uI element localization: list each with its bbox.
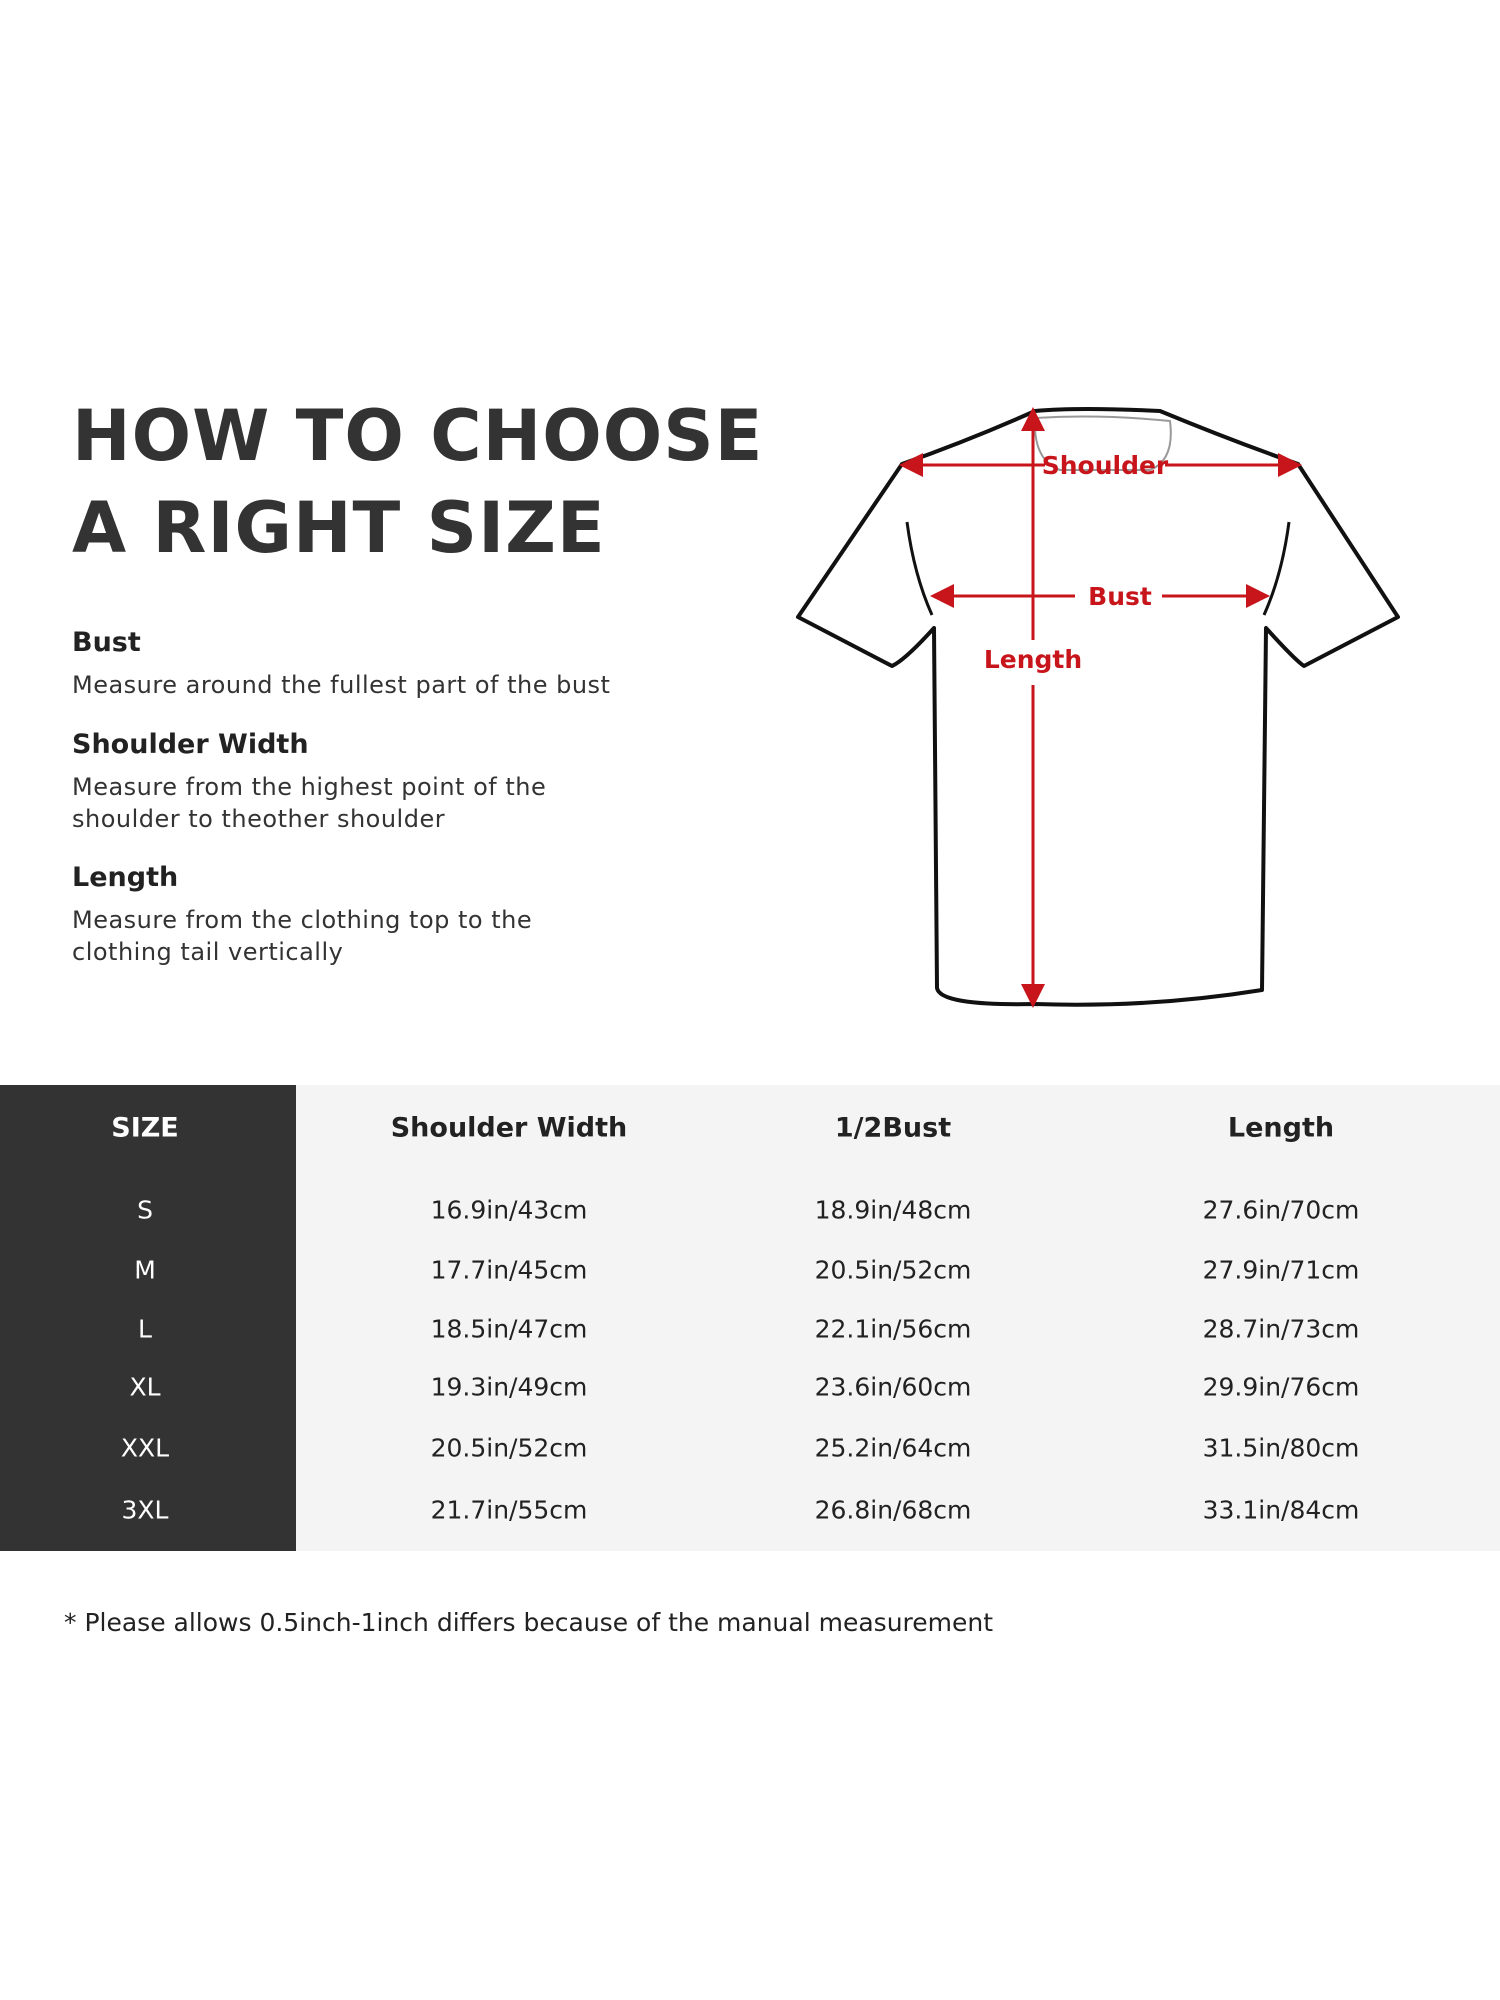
- shoulder-label: Shoulder: [1042, 451, 1169, 480]
- size-table: SIZE S M L XL XXL 3XL Shoulder Width 1/2Bust Len…: [0, 1085, 1500, 1551]
- desc-line: clothing tail vertically: [72, 938, 344, 966]
- table-header: SIZE: [111, 1112, 179, 1144]
- table-header: Length: [1227, 1112, 1335, 1144]
- table-cell: 17.7in/45cm: [430, 1255, 588, 1285]
- table-cell: 25.2in/64cm: [814, 1433, 972, 1463]
- table-cell: 26.8in/68cm: [814, 1495, 972, 1525]
- table-cell: 20.5in/52cm: [814, 1255, 972, 1285]
- table-cell: 22.1in/56cm: [814, 1314, 972, 1344]
- tshirt-diagram: Shoulder Bust Length: [796, 407, 1400, 1008]
- title-line-2: A RIGHT SIZE: [72, 487, 606, 569]
- table-cell: 28.7in/73cm: [1202, 1314, 1360, 1344]
- guide-desc-shoulder: Measure from the highest point of the sho…: [72, 771, 546, 835]
- table-cell: 29.9in/76cm: [1202, 1372, 1360, 1402]
- bust-label: Bust: [1088, 582, 1152, 611]
- page-title: HOW TO CHOOSE A RIGHT SIZE: [72, 390, 764, 574]
- table-cell: 23.6in/60cm: [814, 1372, 972, 1402]
- table-cell: 33.1in/84cm: [1202, 1495, 1360, 1525]
- title-line-1: HOW TO CHOOSE: [72, 395, 764, 477]
- size-label: XL: [129, 1372, 161, 1402]
- table-cell: 27.9in/71cm: [1202, 1255, 1360, 1285]
- size-label: 3XL: [121, 1495, 169, 1525]
- size-label: XXL: [120, 1433, 170, 1463]
- tshirt-outline: [796, 407, 1400, 1007]
- guide-heading-length: Length: [72, 862, 179, 893]
- desc-line: Measure around the fullest part of the b…: [72, 671, 611, 699]
- guide-desc-length: Measure from the clothing top to the clot…: [72, 904, 532, 968]
- table-cell: 19.3in/49cm: [430, 1372, 588, 1402]
- table-header: 1/2Bust: [834, 1112, 952, 1144]
- size-label: M: [134, 1255, 156, 1285]
- measure-lines: [899, 407, 1302, 1008]
- table-cell: 27.6in/70cm: [1202, 1195, 1360, 1225]
- desc-line: Measure from the highest point of the: [72, 773, 547, 801]
- length-label: Length: [984, 645, 1082, 674]
- table-header: Shoulder Width: [390, 1112, 628, 1144]
- size-column: SIZE S M L XL XXL 3XL: [0, 1085, 296, 1551]
- table-cell: 18.9in/48cm: [814, 1195, 972, 1225]
- footnote: * Please allows 0.5inch-1inch differs be…: [64, 1608, 994, 1637]
- guide-heading-shoulder: Shoulder Width: [72, 729, 309, 760]
- desc-line: shoulder to theother shoulder: [72, 805, 446, 833]
- table-cell: 31.5in/80cm: [1202, 1433, 1360, 1463]
- table-cell: 18.5in/47cm: [430, 1314, 588, 1344]
- guide-heading-bust: Bust: [72, 627, 141, 658]
- size-label: S: [137, 1195, 153, 1225]
- table-cell: 20.5in/52cm: [430, 1433, 588, 1463]
- desc-line: Measure from the clothing top to the: [72, 906, 533, 934]
- size-label: L: [138, 1314, 152, 1344]
- table-cell: 16.9in/43cm: [430, 1195, 588, 1225]
- table-cell: 21.7in/55cm: [430, 1495, 588, 1525]
- guide-desc-bust: Measure around the fullest part of the b…: [72, 669, 610, 701]
